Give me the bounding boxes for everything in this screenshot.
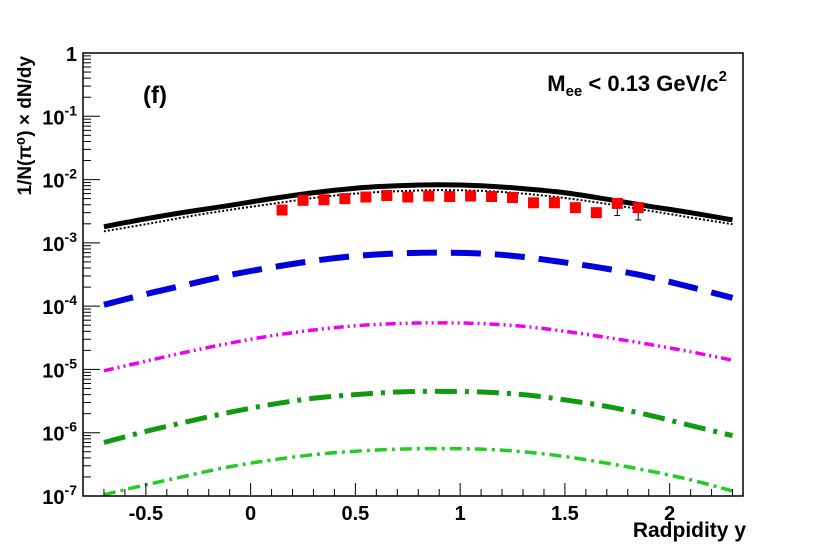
annotation-subscript: ee — [566, 83, 583, 100]
data-point — [507, 192, 519, 204]
data-points — [276, 190, 644, 221]
data-point — [569, 202, 581, 214]
x-tick-label: 0.5 — [341, 503, 369, 525]
y-tick-label: 10-4 — [42, 292, 77, 319]
data-point — [632, 202, 644, 214]
y-tick-label: 10-1 — [42, 102, 77, 129]
annotation-main: M — [547, 71, 565, 96]
curve-total-dotted — [103, 189, 733, 233]
curve-blue-dashed — [103, 249, 734, 308]
data-point — [611, 197, 623, 209]
data-point — [590, 207, 602, 219]
y-tick-label: 10-6 — [42, 419, 77, 446]
y-axis: 1 10-1 10-2 10-3 10-4 10-5 10-6 10-7 — [42, 44, 100, 509]
x-tick-label: -0.5 — [129, 503, 163, 525]
y-tick-label: 10-7 — [42, 482, 77, 509]
y-tick-label: 10-5 — [42, 355, 77, 382]
data-point — [402, 191, 414, 203]
plot-frame — [82, 52, 744, 497]
data-point — [444, 191, 456, 203]
data-point — [423, 190, 435, 202]
annotation-rest: < 0.13 GeV/c — [582, 71, 718, 96]
x-tick-label: 1 — [455, 503, 466, 525]
x-tick-label: 0 — [245, 503, 256, 525]
data-point — [486, 191, 498, 203]
curve-lightgreen-dashdot — [103, 446, 733, 496]
y-tick-label: 1 — [66, 44, 77, 66]
y-tick-label: 10-2 — [42, 166, 77, 193]
data-point — [381, 190, 393, 202]
x-tick-label: 2 — [664, 503, 675, 525]
data-point — [339, 193, 351, 205]
annotation-superscript: 2 — [719, 68, 727, 85]
y-tick-label: 10-3 — [42, 229, 77, 256]
curve-total — [103, 182, 733, 230]
x-tick-label: 1.5 — [551, 503, 579, 525]
x-axis-label: Radpidity y — [633, 519, 747, 542]
data-point — [360, 191, 372, 203]
y-axis-label: 1/N(π⁰) × dN/dy — [15, 56, 36, 196]
data-point — [548, 197, 560, 209]
panel-label: (f) — [143, 82, 167, 109]
model-curves — [103, 182, 734, 496]
data-point — [297, 194, 309, 206]
mass-cut-annotation: Mee < 0.13 GeV/c2 — [547, 68, 727, 100]
data-point — [318, 194, 330, 206]
data-point — [276, 204, 288, 216]
x-axis: -0.5 0 0.5 1 1.5 2 — [103, 483, 734, 525]
curve-magenta-dotted — [103, 321, 733, 373]
data-point — [527, 197, 539, 209]
data-point — [465, 190, 477, 202]
